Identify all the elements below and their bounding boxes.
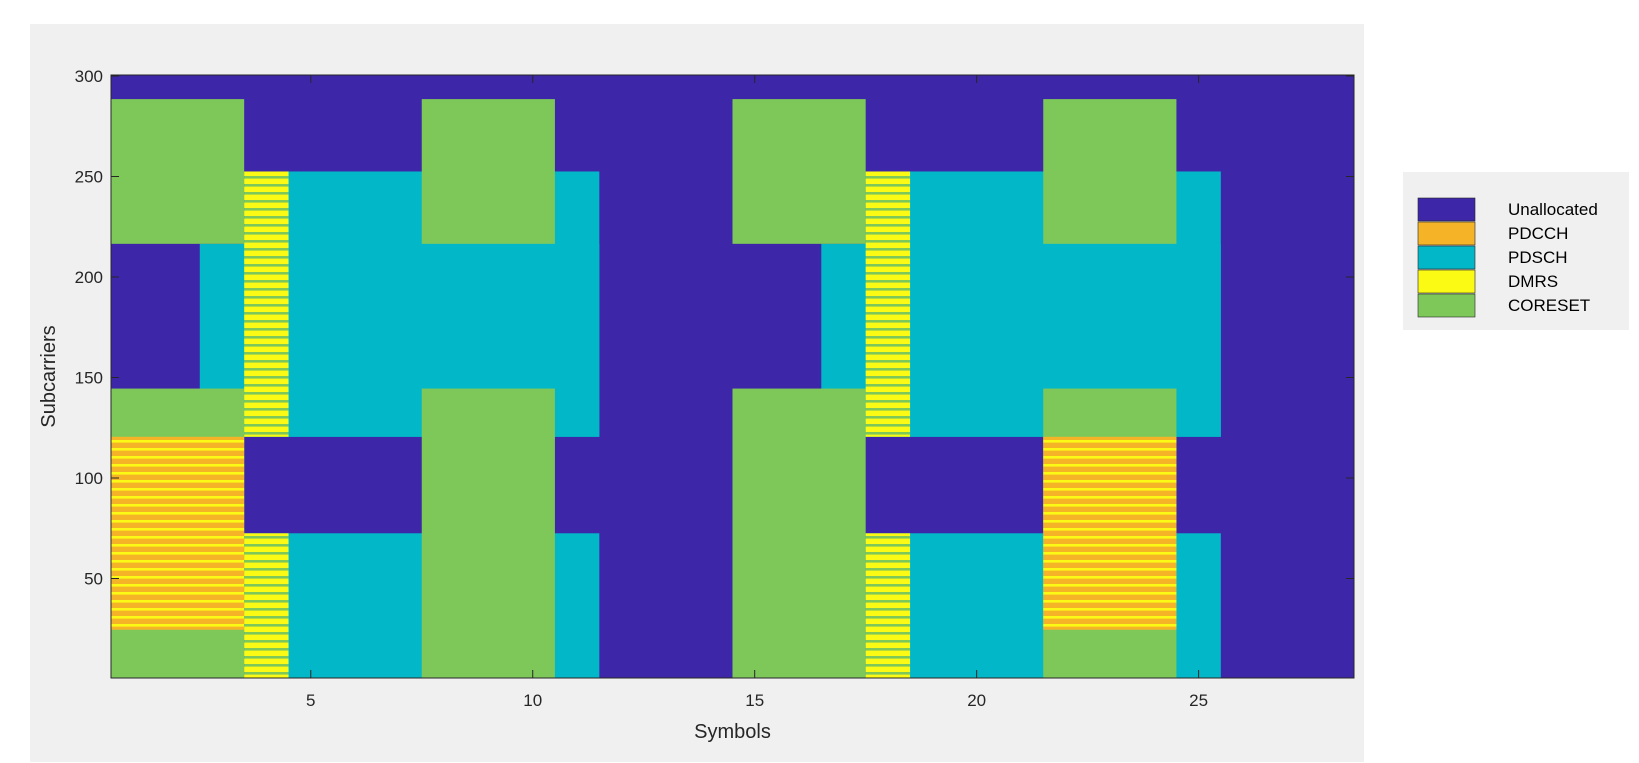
- legend-label-pdsch: PDSCH: [1508, 248, 1568, 267]
- y-tick-label: 250: [75, 168, 103, 187]
- x-tick-label: 25: [1189, 691, 1208, 710]
- y-tick-label: 200: [75, 268, 103, 287]
- region-dmrs: [244, 171, 289, 437]
- legend: Unallocated PDCCH PDSCH DMRS CORESET: [1403, 172, 1629, 330]
- legend-label-coreset: CORESET: [1508, 296, 1590, 315]
- legend-swatch-dmrs: [1417, 269, 1476, 294]
- x-tick-label: 5: [306, 691, 315, 710]
- region-coreset: [1043, 99, 1177, 244]
- axes-box: [110, 74, 1355, 679]
- axes: 5 10 15 20 25 50 100 150 200 250 300: [75, 67, 1355, 710]
- region-coreset: [732, 99, 866, 244]
- x-axis-label: Symbols: [694, 721, 771, 743]
- region-coreset: [421, 388, 555, 678]
- region-coreset: [421, 99, 555, 244]
- legend-label-pdcch: PDCCH: [1508, 224, 1568, 243]
- x-tick-label: 15: [745, 691, 764, 710]
- y-tick-label: 100: [75, 469, 103, 488]
- legend-swatch-coreset: [1417, 293, 1476, 318]
- x-tick-label: 20: [967, 691, 986, 710]
- legend-swatch-unallocated: [1417, 197, 1476, 222]
- legend-swatch-pdsch: [1417, 245, 1476, 270]
- region-coreset: [111, 99, 245, 244]
- region-pdcch: [1043, 436, 1177, 630]
- plot-area: [111, 75, 1354, 678]
- region-pdcch: [111, 436, 245, 630]
- region-coreset: [732, 388, 866, 678]
- y-tick-label: 150: [75, 369, 103, 388]
- region-dmrs: [865, 533, 911, 678]
- legend-label-dmrs: DMRS: [1508, 272, 1558, 291]
- region-dmrs: [865, 171, 911, 437]
- y-tick-label: 50: [84, 570, 103, 589]
- x-tick-label: 10: [523, 691, 542, 710]
- region-dmrs: [244, 533, 289, 678]
- y-axis-label: Subcarriers: [38, 325, 60, 427]
- legend-swatch-pdcch: [1417, 221, 1476, 246]
- legend-label-unallocated: Unallocated: [1508, 200, 1598, 219]
- y-tick-label: 300: [75, 67, 103, 86]
